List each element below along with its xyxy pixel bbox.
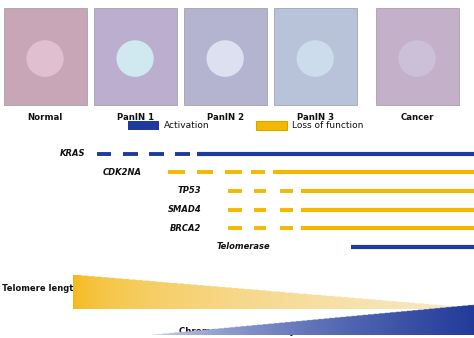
Text: TP53: TP53 <box>178 187 201 195</box>
Text: Telomere length: Telomere length <box>2 285 80 293</box>
Bar <box>4 8 86 105</box>
Text: Activation: Activation <box>164 121 209 130</box>
Ellipse shape <box>27 40 64 77</box>
Text: Cancer: Cancer <box>401 113 434 122</box>
Text: Loss of function: Loss of function <box>292 121 363 130</box>
Bar <box>274 8 356 105</box>
Bar <box>93 8 176 105</box>
Bar <box>256 121 287 130</box>
Ellipse shape <box>399 40 436 77</box>
Ellipse shape <box>297 40 334 77</box>
Ellipse shape <box>207 40 244 77</box>
Text: BRCA2: BRCA2 <box>170 224 201 233</box>
Text: SMAD4: SMAD4 <box>168 205 201 214</box>
Bar <box>375 8 459 105</box>
Bar <box>183 8 266 105</box>
Ellipse shape <box>117 40 154 77</box>
Text: PanIN 1: PanIN 1 <box>117 113 154 122</box>
Text: PanIN 3: PanIN 3 <box>297 113 334 122</box>
Text: Normal: Normal <box>27 113 63 122</box>
Text: Chromosome instability: Chromosome instability <box>179 327 295 336</box>
Text: Telomerase: Telomerase <box>217 242 270 251</box>
Bar <box>128 121 159 130</box>
Text: PanIN 2: PanIN 2 <box>207 113 244 122</box>
Text: CDK2NA: CDK2NA <box>103 168 142 177</box>
Text: KRAS: KRAS <box>60 149 85 158</box>
